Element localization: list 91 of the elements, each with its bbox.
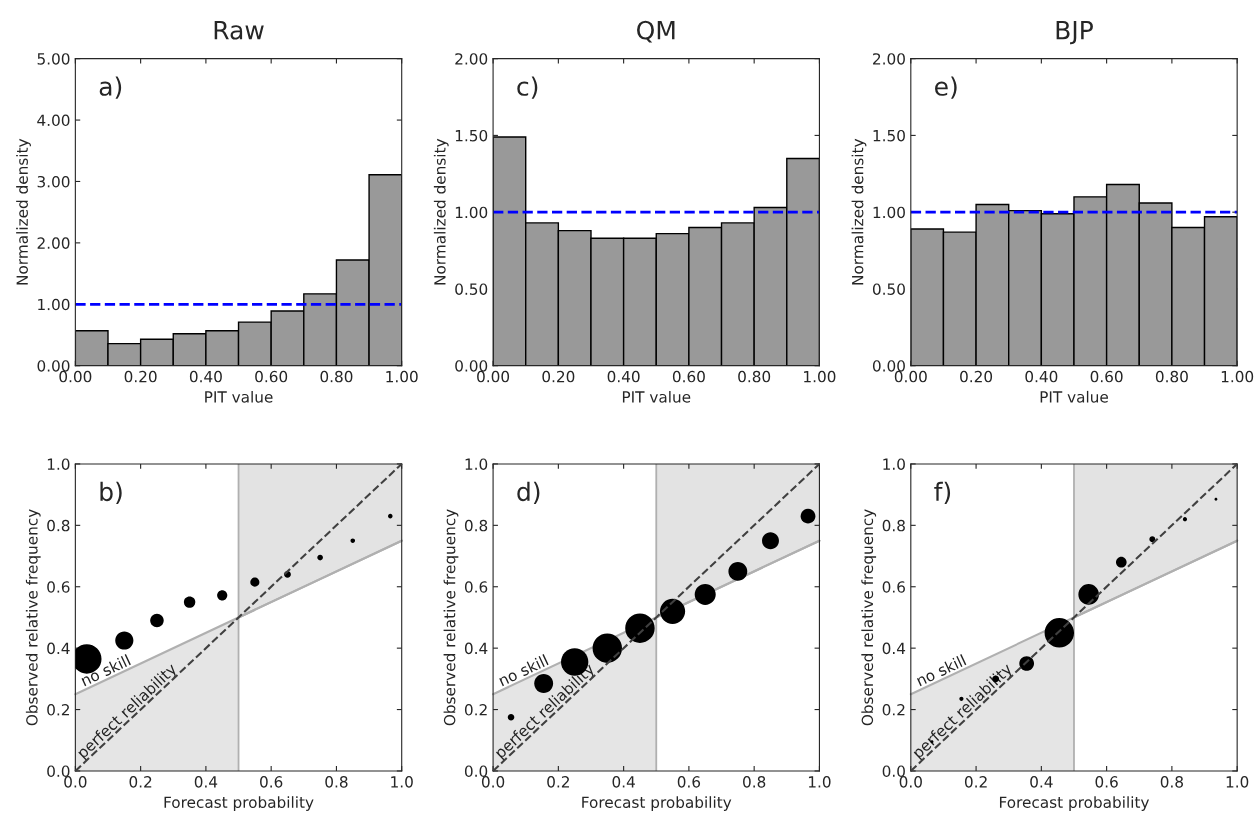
y-tick-label: 2.00 xyxy=(455,53,488,65)
y-tick-label: 0.8 xyxy=(464,519,488,532)
x-tick-label: 0.40 xyxy=(1025,370,1058,383)
y-tick-label: 0.50 xyxy=(872,283,905,295)
chart-title: QM xyxy=(637,20,675,43)
y-tick-label: 0.4 xyxy=(882,642,906,655)
y-tick-label: 1.00 xyxy=(38,298,70,311)
x-tick-label: 0.4 xyxy=(194,776,218,788)
x-tick-label: 0.20 xyxy=(124,370,157,383)
x-tick-label: 0.6 xyxy=(677,776,701,788)
x-tick-label: 0.60 xyxy=(672,370,705,383)
x-tick-label: 0.4 xyxy=(612,776,635,788)
y-axis-title: Normalized density xyxy=(433,138,449,285)
x-tick-label: 0.0 xyxy=(899,776,922,788)
y-tick-label: 5.00 xyxy=(37,53,70,65)
y-tick-label: 0.00 xyxy=(872,360,905,372)
x-tick-label: 1.0 xyxy=(391,776,413,788)
x-tick-label: 1.0 xyxy=(1226,776,1249,788)
y-tick-label: 0.0 xyxy=(47,765,70,777)
y-axis-title: Observed relative frequency xyxy=(443,509,459,726)
y-tick-label: 0.0 xyxy=(882,765,905,777)
y-axis-title: Observed relative frequency xyxy=(25,509,41,726)
x-tick-label: 1.00 xyxy=(804,370,836,383)
x-tick-label: 0.2 xyxy=(129,776,152,788)
x-tick-label: 0.2 xyxy=(964,776,987,788)
x-axis-title: PIT value xyxy=(622,390,691,403)
y-axis-title: Observed relative frequency xyxy=(861,509,877,726)
x-axis-title: PIT value xyxy=(1040,390,1108,403)
y-tick-label: 2.00 xyxy=(37,237,70,249)
annotation: d) xyxy=(517,481,540,505)
y-tick-label: 0.2 xyxy=(464,704,487,716)
y-tick-label: 2.00 xyxy=(873,53,905,65)
x-tick-label: 0.8 xyxy=(743,776,766,788)
y-tick-label: 0.6 xyxy=(882,581,905,593)
x-axis-title: Forecast probability xyxy=(582,796,732,811)
annotation: b) xyxy=(100,481,122,505)
y-tick-label: 0.4 xyxy=(47,642,70,655)
y-tick-label: 0.00 xyxy=(455,360,488,372)
x-tick-label: 0.00 xyxy=(894,370,927,383)
y-tick-label: 0.00 xyxy=(37,360,70,372)
y-tick-label: 0.2 xyxy=(47,704,69,716)
y-tick-label: 1.0 xyxy=(883,458,905,470)
y-axis-title: Normalized density xyxy=(16,138,31,285)
y-tick-label: 0.0 xyxy=(464,765,488,777)
x-tick-label: 0.6 xyxy=(1095,776,1118,788)
y-tick-label: 3.00 xyxy=(37,175,70,188)
x-tick-label: 0.8 xyxy=(325,776,348,788)
y-tick-label: 0.8 xyxy=(882,519,905,532)
y-tick-label: 0.50 xyxy=(455,283,488,295)
y-tick-label: 4.00 xyxy=(37,114,70,127)
x-tick-label: 0.00 xyxy=(59,370,92,383)
x-tick-label: 0.0 xyxy=(481,776,505,788)
x-tick-label: 1.0 xyxy=(808,776,831,788)
y-tick-label: 1.0 xyxy=(47,458,70,470)
y-tick-label: 1.50 xyxy=(455,129,488,142)
annotation: a) xyxy=(99,76,122,99)
x-tick-label: 0.40 xyxy=(607,370,640,383)
x-tick-label: 0.0 xyxy=(64,776,87,788)
x-tick-label: 0.20 xyxy=(960,370,993,383)
x-tick-label: 0.80 xyxy=(738,370,771,383)
x-tick-label: 0.60 xyxy=(1090,370,1123,383)
annotation: f) xyxy=(934,481,951,505)
annotation: c) xyxy=(517,76,538,99)
y-tick-label: 0.4 xyxy=(464,642,488,655)
x-axis-title: Forecast probability xyxy=(999,796,1150,811)
y-tick-label: 1.0 xyxy=(465,458,488,470)
y-axis-title: Normalized density xyxy=(851,138,867,285)
x-axis-title: PIT value xyxy=(205,390,273,403)
y-tick-label: 0.8 xyxy=(47,519,70,532)
x-tick-label: 0.20 xyxy=(542,370,575,383)
x-tick-label: 0.8 xyxy=(1160,776,1183,788)
x-tick-label: 1.00 xyxy=(386,370,418,383)
x-tick-label: 0.60 xyxy=(255,370,288,383)
x-tick-label: 0.00 xyxy=(477,370,510,383)
x-tick-label: 0.80 xyxy=(1155,370,1188,383)
annotation: e) xyxy=(935,76,957,99)
y-tick-label: 0.2 xyxy=(882,704,905,716)
x-tick-label: 0.80 xyxy=(320,370,353,383)
x-tick-label: 0.40 xyxy=(189,370,222,383)
x-tick-label: 0.2 xyxy=(547,776,569,788)
x-tick-label: 1.00 xyxy=(1221,370,1254,383)
y-tick-label: 0.6 xyxy=(47,581,70,593)
chart-title: Raw xyxy=(214,20,264,40)
y-tick-label: 1.00 xyxy=(873,206,905,219)
y-tick-label: 0.6 xyxy=(464,581,488,593)
y-tick-label: 1.50 xyxy=(873,129,905,142)
x-tick-label: 0.6 xyxy=(260,776,283,788)
x-tick-label: 0.4 xyxy=(1030,776,1053,788)
chart-title: BJP xyxy=(1056,20,1093,45)
x-axis-title: Forecast probability xyxy=(164,796,314,811)
y-tick-label: 1.00 xyxy=(455,206,488,219)
